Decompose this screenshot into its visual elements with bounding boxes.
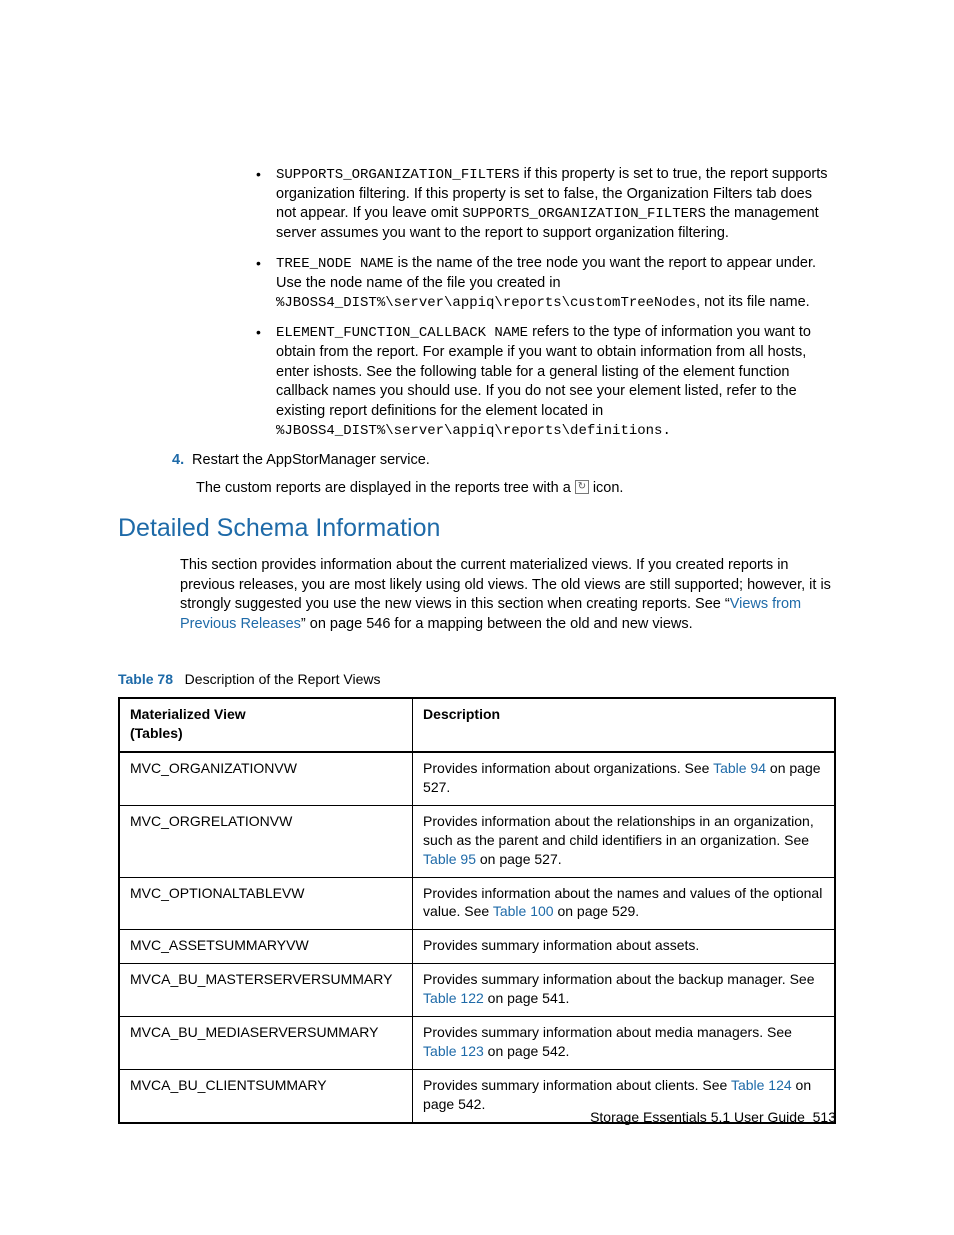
cell-view: MVC_OPTIONALTABLEVW <box>119 877 413 930</box>
bullet-item: SUPPORTS_ORGANIZATION_FILTERS if this pr… <box>252 165 836 244</box>
bullet-list: SUPPORTS_ORGANIZATION_FILTERS if this pr… <box>252 165 836 441</box>
step-text: Restart the AppStorManager service. <box>192 452 430 468</box>
step-number: 4. <box>172 451 188 471</box>
cell-view: MVCA_BU_MEDIASERVERSUMMARY <box>119 1016 413 1069</box>
table-body: MVC_ORGANIZATIONVWProvides information a… <box>119 752 835 1122</box>
cell-view: MVC_ASSETSUMMARYVW <box>119 930 413 964</box>
intro-paragraph: This section provides information about … <box>180 556 836 634</box>
refresh-icon <box>575 480 589 494</box>
code-text: %JBOSS4_DIST%\server\appiq\reports\custo… <box>276 295 696 311</box>
cell-view: MVC_ORGRELATIONVW <box>119 805 413 877</box>
after-step-pre: The custom reports are displayed in the … <box>196 480 575 496</box>
cell-desc: Provides summary information about the b… <box>413 964 835 1017</box>
col-header-view: Materialized View(Tables) <box>119 698 413 752</box>
cell-desc: Provides information about organizations… <box>413 752 835 805</box>
table-caption: Table 78 Description of the Report Views <box>118 670 836 689</box>
table-header-row: Materialized View(Tables) Description <box>119 698 835 752</box>
cell-desc: Provides summary information about media… <box>413 1016 835 1069</box>
table-title: Description of the Report Views <box>185 671 381 687</box>
cross-ref-link[interactable]: Table 95 <box>423 851 476 867</box>
cross-ref-link[interactable]: Table 122 <box>423 990 484 1006</box>
cell-desc: Provides summary information about asset… <box>413 930 835 964</box>
table-row: MVC_ORGRELATIONVWProvides information ab… <box>119 805 835 877</box>
after-step-post: icon. <box>593 480 624 496</box>
cross-ref-link[interactable]: Table 123 <box>423 1043 484 1059</box>
table-row: MVC_ASSETSUMMARYVWProvides summary infor… <box>119 930 835 964</box>
cross-ref-link[interactable]: Table 124 <box>731 1077 792 1093</box>
col-header-desc: Description <box>413 698 835 752</box>
footer-page: 513 <box>813 1109 836 1125</box>
page-footer: Storage Essentials 5.1 User Guide 513 <box>590 1108 836 1127</box>
bullet-item: ELEMENT_FUNCTION_CALLBACK NAME refers to… <box>252 323 836 441</box>
footer-title: Storage Essentials 5.1 User Guide <box>590 1109 805 1125</box>
cell-desc: Provides information about the relations… <box>413 805 835 877</box>
table-row: MVC_ORGANIZATIONVWProvides information a… <box>119 752 835 805</box>
table-row: MVC_OPTIONALTABLEVWProvides information … <box>119 877 835 930</box>
table-row: MVCA_BU_MEDIASERVERSUMMARYProvides summa… <box>119 1016 835 1069</box>
cross-ref-link[interactable]: Views from Previous Releases <box>180 596 801 632</box>
code-text: SUPPORTS_ORGANIZATION_FILTERS <box>276 167 520 183</box>
cross-ref-link[interactable]: Table 94 <box>713 760 766 776</box>
cross-ref-link[interactable]: Table 100 <box>493 903 554 919</box>
code-text: SUPPORTS_ORGANIZATION_FILTERS <box>462 206 706 222</box>
section-heading: Detailed Schema Information <box>118 512 836 546</box>
cell-view: MVCA_BU_MASTERSERVERSUMMARY <box>119 964 413 1017</box>
cell-view: MVC_ORGANIZATIONVW <box>119 752 413 805</box>
table-row: MVCA_BU_MASTERSERVERSUMMARYProvides summ… <box>119 964 835 1017</box>
page-content: SUPPORTS_ORGANIZATION_FILTERS if this pr… <box>0 0 954 1124</box>
cell-view: MVCA_BU_CLIENTSUMMARY <box>119 1069 413 1122</box>
code-text: %JBOSS4_DIST%\server\appiq\reports\defin… <box>276 423 671 439</box>
col-header-view-text: Materialized View(Tables) <box>130 705 402 743</box>
after-step-line: The custom reports are displayed in the … <box>196 479 836 499</box>
code-text: ELEMENT_FUNCTION_CALLBACK NAME <box>276 325 528 341</box>
table-label: Table 78 <box>118 671 173 687</box>
code-text: TREE_NODE NAME <box>276 256 394 272</box>
report-views-table: Materialized View(Tables) Description MV… <box>118 697 836 1123</box>
cell-desc: Provides information about the names and… <box>413 877 835 930</box>
bullet-item: TREE_NODE NAME is the name of the tree n… <box>252 254 836 313</box>
step-4: 4. Restart the AppStorManager service. <box>172 451 836 471</box>
